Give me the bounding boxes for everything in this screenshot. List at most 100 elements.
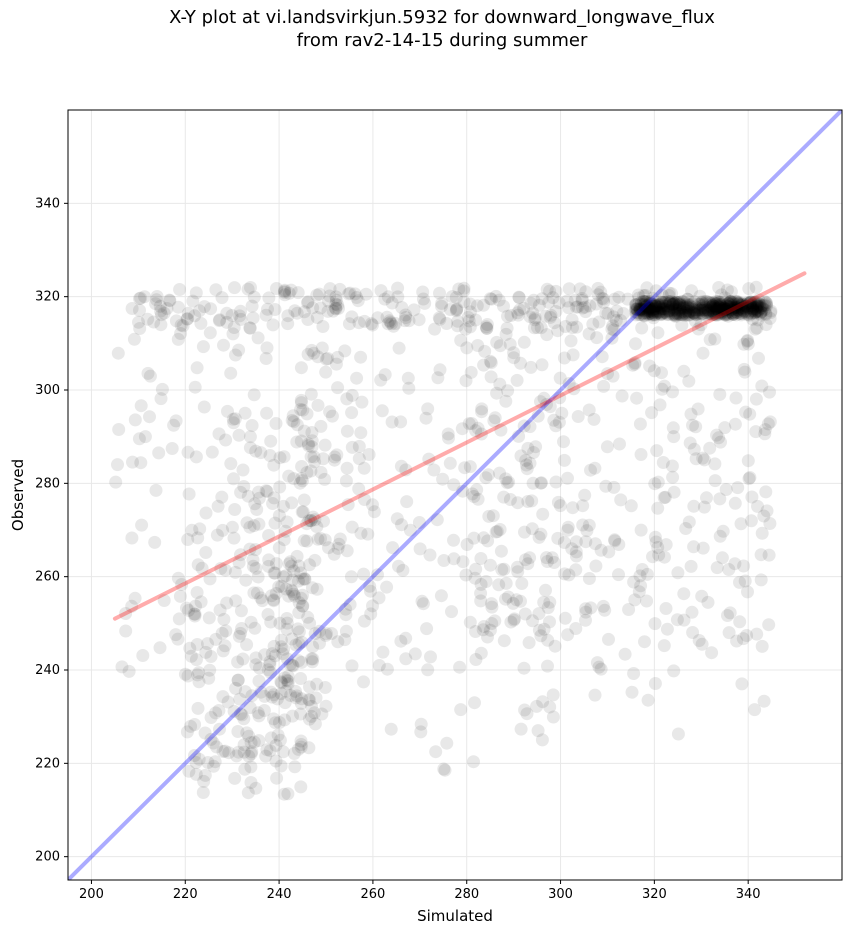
data-point bbox=[318, 438, 332, 452]
data-point bbox=[418, 296, 432, 310]
data-point bbox=[754, 308, 768, 322]
data-point bbox=[708, 308, 722, 322]
data-point bbox=[715, 305, 729, 319]
data-point bbox=[754, 299, 768, 313]
data-point bbox=[470, 299, 484, 313]
data-point bbox=[394, 459, 408, 473]
data-point bbox=[709, 297, 723, 311]
data-point bbox=[520, 462, 534, 476]
data-point bbox=[759, 308, 773, 321]
data-point bbox=[573, 282, 587, 296]
data-point bbox=[713, 305, 727, 319]
chart-title: X-Y plot at vi.landsvirkjun.5932 for dow… bbox=[0, 6, 851, 52]
data-point bbox=[303, 693, 316, 707]
data-point bbox=[656, 306, 670, 320]
data-point bbox=[194, 316, 208, 330]
data-point bbox=[688, 307, 701, 321]
data-point bbox=[237, 738, 251, 752]
data-point bbox=[537, 622, 551, 636]
data-point bbox=[522, 636, 536, 650]
data-point bbox=[203, 572, 217, 586]
data-point bbox=[234, 707, 247, 721]
data-point bbox=[338, 344, 352, 358]
data-point bbox=[193, 522, 207, 536]
data-point bbox=[634, 295, 648, 309]
data-point bbox=[537, 391, 551, 405]
data-point bbox=[295, 692, 309, 706]
data-point bbox=[133, 292, 146, 306]
data-point bbox=[751, 305, 765, 319]
data-point bbox=[283, 555, 297, 569]
data-point bbox=[700, 303, 714, 317]
data-point bbox=[757, 298, 771, 312]
data-point bbox=[301, 296, 314, 310]
data-point bbox=[278, 671, 292, 685]
data-point bbox=[737, 337, 751, 351]
data-point bbox=[162, 293, 176, 307]
data-point bbox=[607, 480, 621, 494]
data-point bbox=[204, 711, 218, 724]
data-point bbox=[295, 635, 309, 649]
data-point bbox=[589, 559, 603, 573]
data-point bbox=[677, 306, 691, 320]
data-point bbox=[199, 506, 213, 520]
data-point bbox=[294, 434, 308, 448]
data-point bbox=[268, 716, 282, 730]
data-point bbox=[211, 499, 225, 513]
data-point bbox=[536, 695, 550, 709]
data-point bbox=[630, 303, 644, 317]
data-point bbox=[233, 692, 247, 706]
data-point bbox=[736, 300, 750, 314]
data-point bbox=[469, 625, 482, 638]
data-point bbox=[739, 299, 753, 313]
data-point bbox=[735, 297, 749, 311]
data-point bbox=[649, 302, 662, 316]
data-point bbox=[738, 298, 752, 312]
data-point bbox=[643, 295, 657, 309]
data-point bbox=[735, 296, 749, 310]
data-point bbox=[345, 659, 359, 673]
data-point bbox=[268, 649, 282, 663]
data-point bbox=[286, 573, 299, 587]
data-point bbox=[534, 321, 548, 335]
data-point bbox=[293, 476, 307, 490]
data-point bbox=[570, 320, 584, 334]
data-point bbox=[677, 364, 691, 378]
data-point bbox=[645, 297, 659, 311]
data-point bbox=[758, 427, 772, 441]
data-point bbox=[507, 346, 521, 360]
data-point bbox=[180, 601, 193, 615]
data-point bbox=[514, 722, 528, 736]
data-points bbox=[109, 280, 778, 801]
data-point bbox=[641, 307, 655, 321]
data-point bbox=[742, 472, 756, 486]
data-point bbox=[722, 626, 736, 640]
data-point bbox=[251, 570, 265, 584]
data-point bbox=[642, 302, 656, 315]
data-point bbox=[331, 298, 345, 312]
data-point bbox=[672, 308, 685, 322]
data-point bbox=[308, 513, 322, 527]
data-point bbox=[751, 499, 764, 513]
data-point bbox=[188, 309, 202, 323]
data-point bbox=[329, 302, 343, 316]
data-point bbox=[181, 312, 195, 326]
data-point bbox=[742, 282, 756, 296]
data-point bbox=[726, 306, 740, 320]
data-point bbox=[723, 297, 737, 311]
data-point bbox=[665, 459, 679, 473]
data-point bbox=[243, 542, 257, 556]
data-point bbox=[747, 303, 761, 317]
data-point bbox=[673, 295, 686, 309]
data-point bbox=[685, 284, 698, 298]
data-point bbox=[558, 611, 572, 625]
data-point bbox=[176, 319, 190, 333]
data-point bbox=[703, 441, 717, 455]
data-point bbox=[197, 300, 211, 314]
data-point bbox=[650, 300, 664, 314]
data-point bbox=[749, 301, 763, 315]
data-point bbox=[652, 298, 666, 312]
data-point bbox=[677, 301, 691, 315]
data-point bbox=[345, 388, 359, 402]
data-point bbox=[463, 305, 477, 319]
